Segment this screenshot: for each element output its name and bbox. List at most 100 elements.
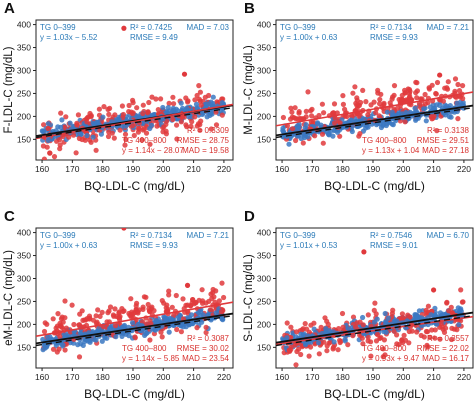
point-red-outlier <box>431 287 437 293</box>
point-red <box>99 309 105 315</box>
point-blue <box>67 120 73 126</box>
point-blue <box>186 114 192 120</box>
point-blue <box>94 119 100 125</box>
point-red-outlier <box>121 25 127 31</box>
point-blue <box>298 331 304 337</box>
point-red <box>305 89 311 95</box>
panel-D: 160 170 180 190 200 210 220 150 200 250 300 350 400 B… <box>243 208 474 401</box>
stat-blue-mad: MAD = 7.03 <box>187 23 230 32</box>
point-red <box>147 337 153 343</box>
point-red <box>190 297 196 303</box>
point-blue <box>315 120 321 126</box>
point-red <box>440 98 446 104</box>
x-tick-label: 200 <box>156 164 170 174</box>
point-red <box>295 116 301 122</box>
point-red <box>391 328 397 334</box>
point-red <box>336 326 342 332</box>
x-tick-label: 180 <box>336 372 350 382</box>
point-red <box>129 309 135 315</box>
point-red <box>288 324 294 330</box>
point-red <box>169 304 175 310</box>
point-red <box>119 103 125 109</box>
point-red <box>122 131 129 137</box>
point-red <box>197 89 203 95</box>
stat-red-group: TG 400–800 <box>122 344 167 353</box>
point-red <box>402 87 408 93</box>
point-red <box>340 101 346 107</box>
point-red <box>158 329 164 335</box>
point-red <box>166 292 172 298</box>
point-red <box>287 348 293 354</box>
y-tick-label: 400 <box>257 228 271 238</box>
point-red <box>210 290 216 296</box>
point-red <box>132 334 138 340</box>
point-red <box>112 306 118 312</box>
point-blue <box>325 131 331 137</box>
stat-blue-group: TG 0–399 <box>40 23 76 32</box>
point-red <box>57 146 63 152</box>
point-red <box>140 102 146 108</box>
x-tick-label: 200 <box>396 372 410 382</box>
point-red <box>371 307 377 313</box>
x-tick-label: 190 <box>126 372 140 382</box>
point-blue <box>41 342 47 348</box>
point-red <box>406 328 412 335</box>
point-red <box>58 110 64 116</box>
point-red <box>460 95 466 102</box>
x-axis-label: BQ-LDL-C (mg/dL) <box>84 179 185 193</box>
point-red <box>194 92 200 99</box>
point-red <box>140 110 146 117</box>
point-red <box>449 336 455 343</box>
point-red <box>120 308 126 315</box>
point-red <box>319 101 325 107</box>
y-axis-label: M-LDL-C (mg/dL) <box>243 45 255 135</box>
x-tick-label: 180 <box>96 164 110 174</box>
point-blue <box>454 100 460 106</box>
point-red <box>73 150 79 156</box>
point-red <box>166 100 172 106</box>
point-red <box>365 338 371 344</box>
point-red <box>158 96 164 102</box>
point-red <box>74 122 80 128</box>
point-red <box>178 119 184 125</box>
point-red <box>117 127 123 133</box>
point-red <box>446 308 452 314</box>
point-red <box>439 324 445 330</box>
point-red <box>71 321 77 328</box>
regression-line-blue <box>36 312 233 345</box>
point-red <box>400 315 406 321</box>
point-red-outlier <box>184 282 191 288</box>
point-blue <box>161 314 167 320</box>
point-red <box>185 302 191 308</box>
point-blue <box>210 94 216 100</box>
point-red <box>309 113 315 119</box>
point-red <box>88 139 94 145</box>
point-blue <box>412 105 418 111</box>
point-red <box>174 326 180 333</box>
point-red <box>191 301 197 307</box>
point-blue <box>347 118 353 124</box>
stat-red-mad: MAD = 19.58 <box>182 146 229 155</box>
point-red <box>380 354 386 360</box>
point-red <box>308 344 314 350</box>
point-red <box>93 147 99 153</box>
points-group <box>36 25 233 160</box>
stat-red-mad: MAD = 16.17 <box>422 354 469 363</box>
point-red <box>50 346 57 352</box>
point-red <box>151 308 157 314</box>
point-red <box>360 322 366 328</box>
point-red <box>377 96 383 103</box>
point-blue <box>296 124 302 130</box>
panel-letter: B <box>244 0 255 17</box>
point-red <box>145 301 151 308</box>
point-red-outlier <box>361 249 367 255</box>
point-red <box>60 133 66 140</box>
point-red <box>199 287 205 293</box>
y-tick-label: 350 <box>257 43 271 53</box>
point-red <box>203 329 209 336</box>
point-blue <box>175 108 181 114</box>
point-blue <box>166 329 172 335</box>
point-red <box>354 106 360 112</box>
point-red <box>130 100 136 106</box>
